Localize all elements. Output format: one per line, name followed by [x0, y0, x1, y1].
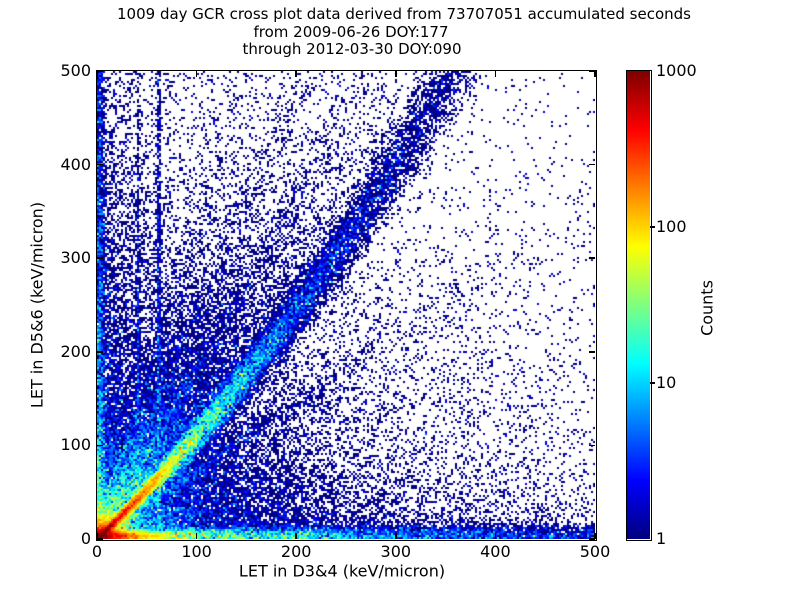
colorbar-tick-label: 100	[656, 217, 687, 236]
plot-axes-frame	[95, 69, 597, 541]
y-axis-label: LET in D5&6 (keV/micron)	[27, 201, 47, 409]
chart-title-line-3: through 2012-03-30 DOY:090	[242, 40, 462, 58]
x-tick-label: 200	[280, 542, 312, 561]
x-tick-label: 500	[579, 542, 611, 561]
colorbar-tick-label: 1000	[656, 61, 697, 80]
chart-title-line-1: 1009 day GCR cross plot data derived fro…	[117, 5, 691, 23]
cross-plot-density-canvas	[97, 71, 595, 539]
x-tick-label: 400	[480, 542, 511, 561]
y-tick-label: 500	[60, 61, 91, 80]
x-axis-label: LET in D3&4 (keV/micron)	[238, 561, 446, 581]
y-tick-label: 100	[60, 435, 91, 455]
y-tick-label: 0	[80, 529, 91, 548]
chart-title-line-2: from 2009-06-26 DOY:177	[253, 23, 449, 41]
colorbar-tick-label: 10	[656, 373, 677, 392]
x-tick-label: 0	[91, 542, 103, 561]
colorbar-gradient	[627, 71, 650, 539]
y-tick-label: 400	[60, 154, 91, 174]
colorbar-frame	[625, 69, 652, 541]
x-tick-label: 300	[380, 542, 412, 561]
x-tick-label: 100	[181, 542, 212, 561]
colorbar-label: Counts	[697, 280, 717, 336]
colorbar-tick-label: 1	[656, 529, 667, 548]
